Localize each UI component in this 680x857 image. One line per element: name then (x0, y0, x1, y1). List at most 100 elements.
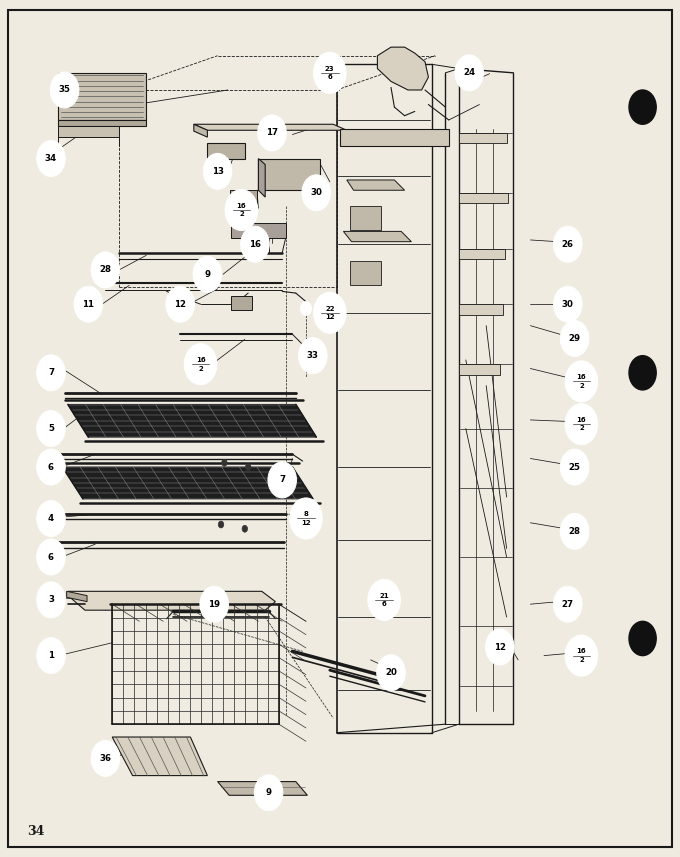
Polygon shape (231, 223, 286, 238)
Text: 34: 34 (45, 154, 57, 163)
Text: 6: 6 (328, 74, 332, 81)
Text: 16: 16 (577, 648, 586, 655)
Circle shape (37, 582, 65, 618)
Circle shape (37, 141, 65, 177)
Circle shape (37, 449, 65, 485)
Text: 4: 4 (48, 514, 54, 523)
Polygon shape (350, 206, 381, 230)
Polygon shape (459, 133, 507, 143)
Polygon shape (68, 405, 316, 437)
Text: 28: 28 (568, 527, 581, 536)
Circle shape (368, 579, 401, 620)
Circle shape (37, 411, 65, 446)
Circle shape (560, 449, 589, 485)
Text: 21: 21 (379, 592, 389, 599)
Circle shape (377, 655, 405, 691)
Text: 30: 30 (310, 189, 322, 197)
Circle shape (225, 189, 258, 231)
Text: 27: 27 (562, 600, 574, 608)
Text: 16: 16 (249, 240, 261, 249)
Polygon shape (58, 126, 119, 137)
Polygon shape (218, 782, 307, 795)
Polygon shape (63, 467, 313, 499)
Text: 24: 24 (463, 69, 475, 77)
Text: 12: 12 (174, 300, 186, 309)
Circle shape (245, 464, 251, 470)
Circle shape (554, 286, 582, 322)
Circle shape (218, 521, 224, 528)
Polygon shape (194, 124, 347, 130)
Text: 11: 11 (82, 300, 95, 309)
Text: 6: 6 (382, 601, 386, 608)
Circle shape (299, 338, 327, 374)
Polygon shape (459, 364, 500, 375)
Polygon shape (58, 73, 146, 120)
Circle shape (486, 629, 514, 665)
Circle shape (184, 344, 217, 385)
Circle shape (301, 302, 311, 315)
Polygon shape (207, 143, 245, 159)
Text: 13: 13 (211, 167, 224, 176)
Text: 2: 2 (239, 211, 243, 218)
Text: 12: 12 (325, 314, 335, 321)
Circle shape (193, 256, 222, 292)
Polygon shape (459, 249, 505, 259)
Text: 34: 34 (27, 825, 45, 838)
Circle shape (241, 226, 269, 262)
Circle shape (268, 462, 296, 498)
Text: 16: 16 (577, 374, 586, 381)
Text: 5: 5 (48, 424, 54, 433)
Polygon shape (340, 129, 449, 146)
Polygon shape (258, 159, 265, 197)
Circle shape (560, 321, 589, 357)
Text: 29: 29 (568, 334, 581, 343)
Polygon shape (230, 190, 257, 204)
Polygon shape (68, 591, 275, 610)
Circle shape (37, 638, 65, 674)
Text: 2: 2 (579, 425, 583, 432)
Text: 7: 7 (48, 369, 54, 377)
Text: 9: 9 (266, 788, 271, 797)
Text: 25: 25 (568, 463, 581, 471)
Text: 28: 28 (99, 266, 112, 274)
Circle shape (254, 775, 283, 811)
Circle shape (242, 525, 248, 532)
Text: 36: 36 (99, 754, 112, 763)
Text: 19: 19 (208, 600, 220, 608)
Polygon shape (258, 159, 320, 190)
Text: 20: 20 (385, 668, 397, 677)
Polygon shape (343, 231, 411, 242)
Circle shape (37, 355, 65, 391)
Circle shape (200, 586, 228, 622)
Polygon shape (58, 120, 146, 126)
Circle shape (629, 90, 656, 124)
Text: 6: 6 (48, 463, 54, 471)
Circle shape (258, 115, 286, 151)
Circle shape (565, 404, 598, 445)
Text: 3: 3 (48, 596, 54, 604)
Text: 12: 12 (494, 643, 506, 651)
Text: 2: 2 (579, 382, 583, 389)
Text: 16: 16 (196, 357, 205, 363)
Circle shape (91, 740, 120, 776)
Circle shape (166, 286, 194, 322)
Text: 2: 2 (199, 365, 203, 372)
Circle shape (302, 175, 330, 211)
Text: 33: 33 (307, 351, 319, 360)
Circle shape (313, 292, 346, 333)
Text: 2: 2 (579, 656, 583, 663)
Circle shape (222, 459, 227, 466)
Polygon shape (231, 296, 252, 310)
Text: 12: 12 (301, 519, 311, 526)
Circle shape (565, 635, 598, 676)
Circle shape (313, 52, 346, 93)
Circle shape (290, 498, 322, 539)
Text: 26: 26 (562, 240, 574, 249)
Polygon shape (350, 261, 381, 285)
Text: 30: 30 (562, 300, 574, 309)
Text: 17: 17 (266, 129, 278, 137)
Circle shape (565, 361, 598, 402)
Polygon shape (459, 193, 508, 203)
Circle shape (50, 72, 79, 108)
Circle shape (629, 356, 656, 390)
